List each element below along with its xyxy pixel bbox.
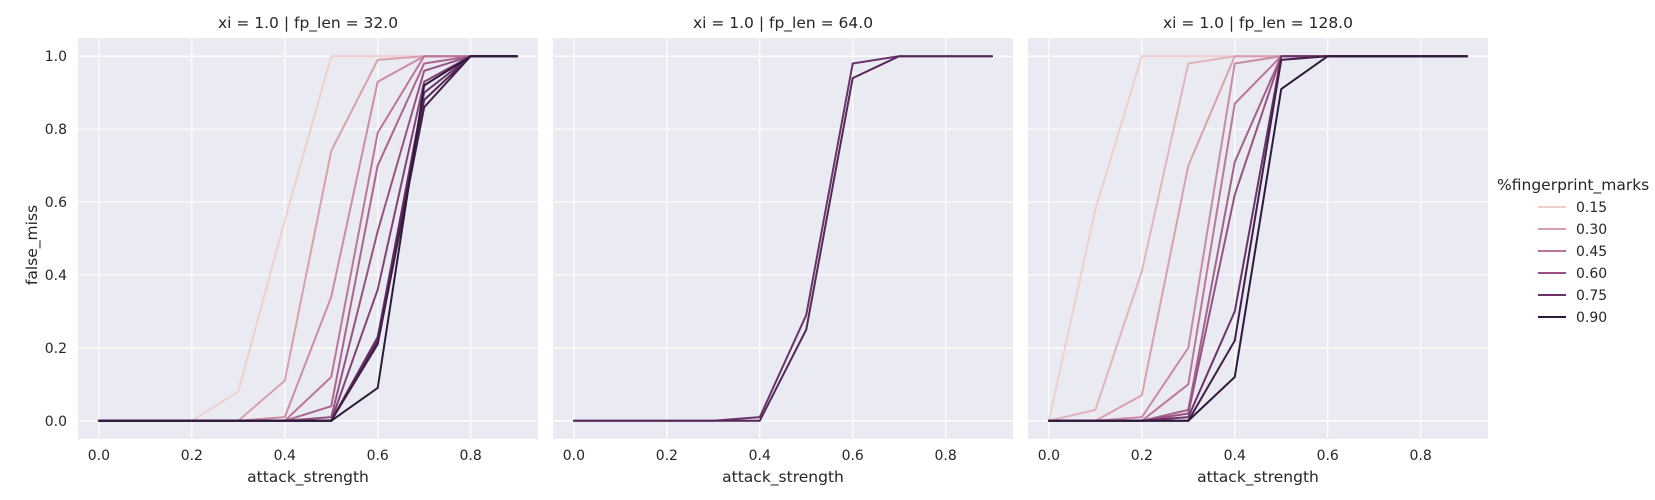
- y-tick-label: 0.8: [45, 122, 67, 138]
- y-tick-label: 0.2: [45, 341, 67, 357]
- legend: %fingerprint_marks 0.150.300.450.600.750…: [1497, 176, 1649, 326]
- x-tick-label: 0.0: [1038, 448, 1060, 464]
- x-tick-label: 0.6: [367, 448, 389, 464]
- legend-entries: 0.15 0.30 0.45 0.60 0.75 0.90: [1538, 200, 1607, 326]
- panels-layer: xi = 1.0 | fp_len = 32.0 0.0 0.2 0.4 0.6 0.8 0…: [45, 14, 1488, 487]
- legend-entry: 0.30: [1538, 222, 1607, 238]
- legend-entry: 0.90: [1538, 310, 1607, 326]
- y-axis-label: false_miss: [23, 205, 42, 285]
- legend-label: 0.15: [1576, 200, 1607, 216]
- x-tick-label: 0.4: [749, 448, 771, 464]
- legend-entry: 0.15: [1538, 200, 1607, 216]
- plot-background: [553, 38, 1013, 439]
- series-line-0.75: [572, 55, 994, 422]
- y-tick-label: 1.0: [45, 49, 67, 65]
- legend-label: 0.60: [1576, 266, 1607, 282]
- legend-entry: 0.60: [1538, 266, 1607, 282]
- x-tick-label: 0.4: [274, 448, 296, 464]
- y-tick-label: 0.6: [45, 195, 67, 211]
- x-tick-label: 0.6: [842, 448, 864, 464]
- legend-entry: 0.75: [1538, 288, 1607, 304]
- series-line-0.90: [97, 55, 519, 422]
- x-axis-label: attack_strength: [1197, 468, 1319, 487]
- x-axis-label: attack_strength: [722, 468, 844, 487]
- x-tick-label: 0.2: [1131, 448, 1153, 464]
- x-tick-label: 0.0: [88, 448, 110, 464]
- legend-label: 0.45: [1576, 244, 1607, 260]
- panel-title: xi = 1.0 | fp_len = 128.0: [1163, 14, 1353, 33]
- x-tick-label: 0.8: [1409, 448, 1431, 464]
- panel-3: xi = 1.0 | fp_len = 128.0 0.0 0.2 0.4 0.6 0.8…: [1028, 14, 1488, 487]
- legend-entry: 0.45: [1538, 244, 1607, 260]
- panel-title: xi = 1.0 | fp_len = 64.0: [693, 14, 873, 33]
- series-line-0.90: [1047, 55, 1469, 422]
- plot-background: [78, 38, 538, 439]
- x-tick-label: 0.8: [934, 448, 956, 464]
- legend-label: 0.75: [1576, 288, 1607, 304]
- legend-label: 0.90: [1576, 310, 1607, 326]
- y-tick-label: 0.4: [45, 268, 67, 284]
- x-tick-label: 0.0: [563, 448, 585, 464]
- x-tick-label: 0.2: [181, 448, 203, 464]
- panel-1: xi = 1.0 | fp_len = 32.0 0.0 0.2 0.4 0.6 0.8 0…: [45, 14, 538, 487]
- x-tick-label: 0.4: [1224, 448, 1246, 464]
- x-tick-label: 0.6: [1317, 448, 1339, 464]
- panel-title: xi = 1.0 | fp_len = 32.0: [218, 14, 398, 33]
- legend-label: 0.30: [1576, 222, 1607, 238]
- x-tick-label: 0.2: [656, 448, 678, 464]
- y-tick-label: 0.0: [45, 414, 67, 430]
- legend-title: %fingerprint_marks: [1497, 176, 1649, 195]
- panel-2: xi = 1.0 | fp_len = 64.0 0.0 0.2 0.4 0.6 0.8 a…: [553, 14, 1013, 487]
- x-axis-label: attack_strength: [247, 468, 369, 487]
- x-tick-label: 0.8: [459, 448, 481, 464]
